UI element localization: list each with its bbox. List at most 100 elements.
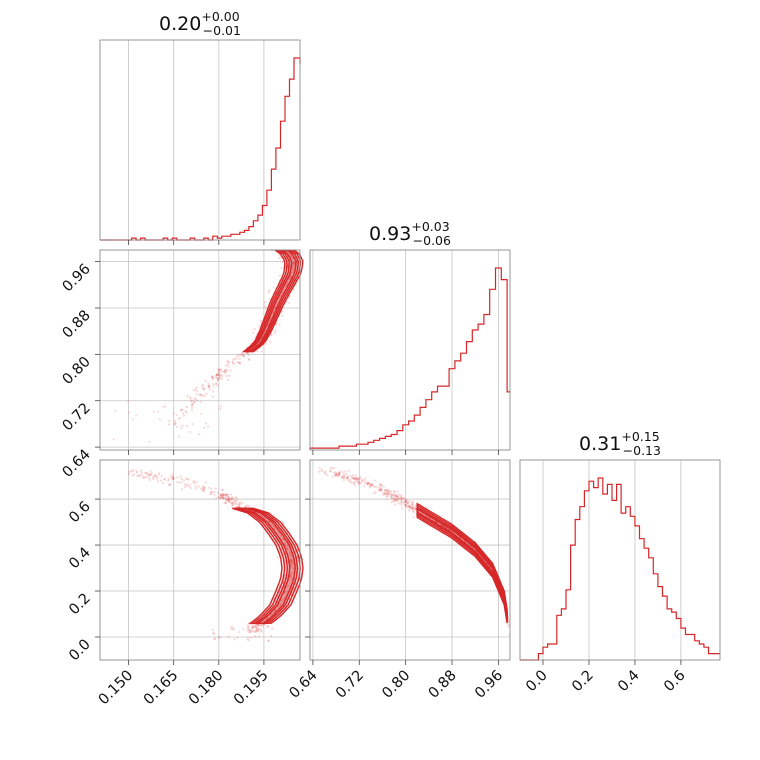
sample-point [227,500,230,503]
sample-point [242,353,245,356]
sample-point [227,498,230,501]
sample-point [410,508,414,511]
sample-point [228,499,232,502]
sample-point [409,506,412,509]
sample-point [156,410,160,413]
sample-point [215,374,219,377]
sample-point [192,402,195,405]
sample-point [260,629,263,632]
sample-point [342,471,345,474]
sample-point [358,481,361,484]
sample-point [353,482,356,485]
sample-point [407,505,411,508]
panel-frame [99,459,301,661]
sample-point [215,376,218,379]
marginal-title: 0.31+0.15 −0.13 [579,429,661,458]
sample-point [208,386,211,389]
sample-point [183,479,186,482]
sample-point [282,538,285,541]
sample-point [225,375,228,378]
sample-point [369,485,372,489]
sample-point [259,624,262,628]
sample-point [383,491,386,494]
sample-point [335,472,338,475]
sample-point [281,260,284,263]
sample-point [230,497,233,500]
sample-point [207,486,210,489]
sample-point [238,503,241,506]
sample-point [400,499,403,502]
sample-point [411,507,414,510]
sample-point [392,497,396,500]
sample-point [369,484,372,487]
sample-point [149,470,152,473]
panel-frame [309,249,511,451]
sample-point [210,487,213,490]
sample-point [131,470,134,473]
sample-point [186,477,189,481]
sample-point [318,467,321,470]
sample-point [341,476,345,479]
sample-point [290,572,294,575]
sample-point [171,475,174,478]
sample-point [403,498,406,501]
sample-point [350,475,353,478]
sample-point [403,504,407,507]
sample-point [328,469,331,472]
sample-point [292,567,295,570]
sample-point [390,501,393,504]
sample-point [411,506,414,509]
sample-point [210,375,213,378]
title-upper: +0.00 [201,9,239,24]
sample-point [334,474,337,477]
sample-point [269,634,273,638]
sample-point [171,476,174,479]
sample-point [246,629,249,632]
sample-point [201,488,204,491]
sample-point [289,558,292,562]
sample-point [251,626,254,629]
sample-point [195,386,198,389]
sample-point [344,470,347,473]
sample-point [247,504,250,507]
sample-point [400,503,403,506]
sample-point [162,481,165,484]
sample-point [218,497,221,500]
sample-point [372,492,375,495]
sample-point [293,261,296,264]
sample-point [277,605,280,608]
sample-point [196,399,199,402]
sample-point [394,494,397,497]
sample-point [349,479,352,482]
sample-point [228,497,231,500]
sample-point [269,297,272,300]
sample-point [200,487,203,490]
sample-point [353,477,356,480]
sample-point [235,500,238,503]
sample-point [186,394,189,397]
sample-point [180,488,184,491]
sample-point [402,501,405,504]
sample-point [401,506,404,509]
sample-point [233,638,236,641]
joint-panel-0-1: 0.64 0.72 0.80 0.88 0.96 [60,248,304,481]
sample-point [379,484,382,487]
sample-point [392,499,395,502]
sample-point [138,474,141,477]
sample-point [258,635,261,638]
x-tick-label: 0.4 [615,668,643,696]
sample-point [274,329,277,332]
sample-point [223,371,226,375]
sample-point [144,476,147,479]
density-contour [416,504,508,622]
sample-point [255,623,258,626]
sample-point [193,400,196,403]
sample-point [224,369,227,372]
sample-point [127,473,130,476]
sample-point [207,384,210,387]
sample-point [192,482,196,485]
sample-point [277,605,280,608]
sample-point [132,418,135,421]
sample-point [346,476,349,479]
sample-point [340,475,343,479]
